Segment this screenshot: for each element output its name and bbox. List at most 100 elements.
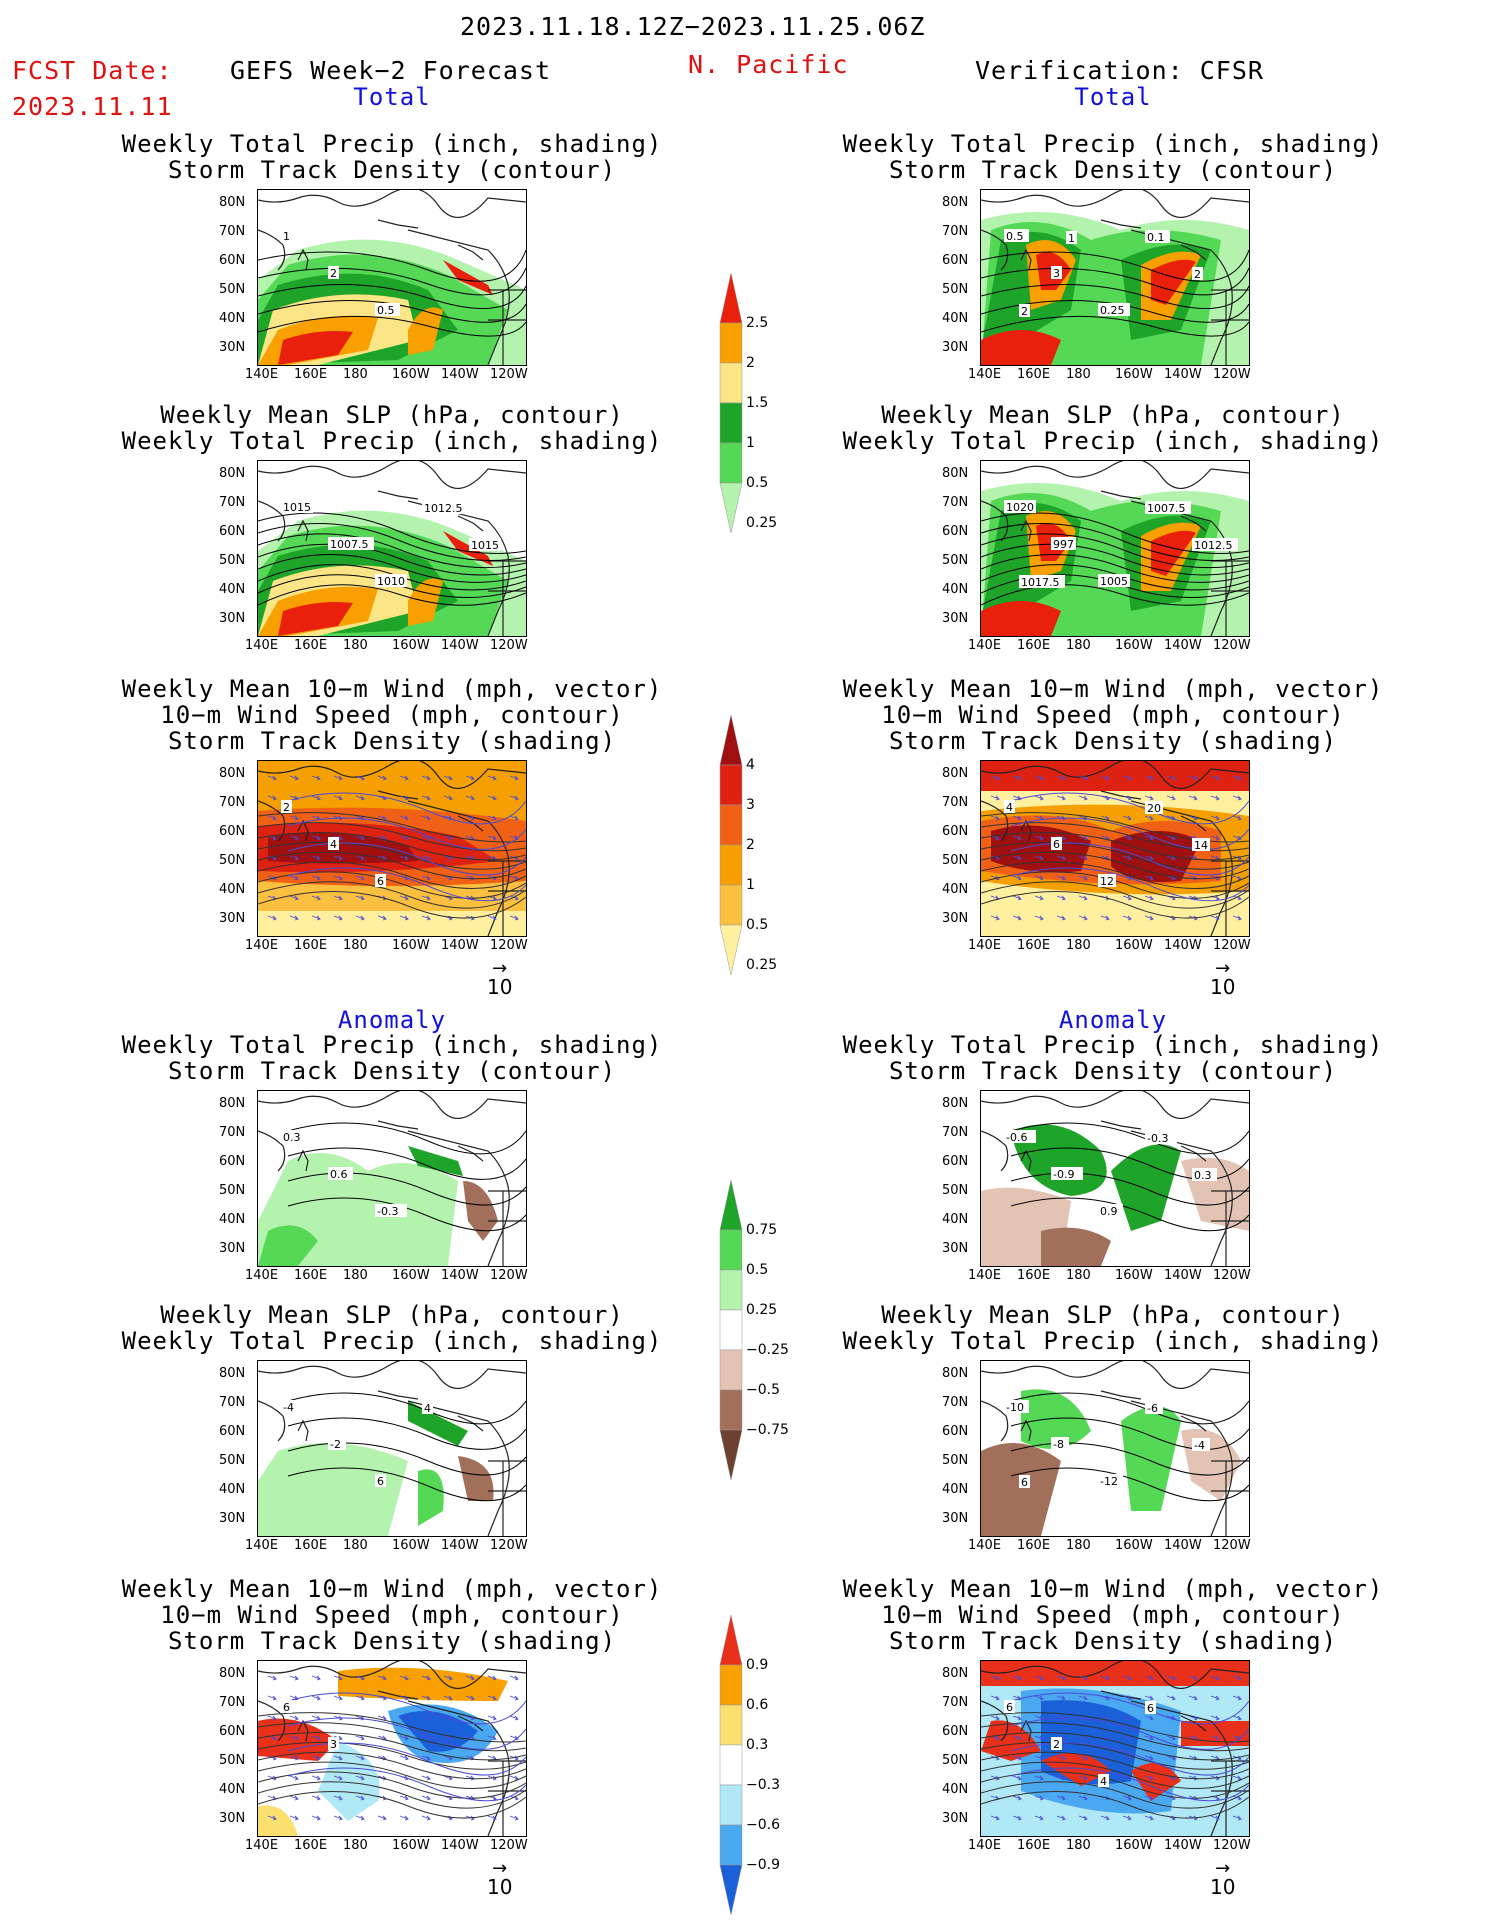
contour-label: 1015 bbox=[471, 539, 499, 552]
contour-line bbox=[258, 512, 526, 554]
wind-vector-arrow bbox=[1034, 1695, 1044, 1701]
contour-line bbox=[981, 871, 1249, 899]
latitude-tick-label: 80N bbox=[219, 1366, 246, 1381]
contour-line bbox=[258, 1751, 526, 1780]
wind-vector-arrow bbox=[990, 815, 1000, 821]
latitude-tick-label: 50N bbox=[219, 1753, 246, 1768]
contour-line bbox=[258, 533, 526, 569]
wind-vector-arrow bbox=[487, 835, 497, 841]
contour-label-bg bbox=[281, 1400, 299, 1413]
wind-vector-arrow bbox=[1188, 1715, 1198, 1721]
wind-vector-arrow bbox=[333, 1755, 343, 1761]
wind-vector-arrow bbox=[1122, 1715, 1132, 1721]
wind-vector-arrow bbox=[487, 915, 497, 921]
longitude-tick-label: 120W bbox=[1213, 367, 1251, 382]
contour-label: 0.6 bbox=[330, 1168, 348, 1181]
wind-vector-arrow bbox=[1122, 1755, 1132, 1761]
latitude-tick-label: 50N bbox=[942, 282, 969, 297]
map-canvas-vf-total_wind: 4 6 12 20 14 bbox=[981, 761, 1249, 936]
colorbar-segment bbox=[719, 804, 743, 846]
section-heading-anomaly-forecast: Anomaly bbox=[337, 1006, 447, 1034]
wind-vector-arrow bbox=[1144, 855, 1154, 861]
longitude-tick-label: 120W bbox=[490, 1268, 528, 1283]
longitude-tick-label: 180 bbox=[343, 938, 368, 953]
wind-vector-arrow bbox=[1122, 1675, 1132, 1681]
contour-line bbox=[981, 861, 1249, 889]
contour-line bbox=[981, 533, 1249, 569]
panel-title-vf-4-line-2: Storm Track Density (contour) bbox=[888, 1057, 1338, 1085]
latitude-tick-label: 80N bbox=[942, 766, 969, 781]
map-fp-total_wind: 2 4 6 bbox=[257, 760, 527, 937]
wind-vector-arrow bbox=[1122, 1795, 1132, 1801]
wind-vector-arrow bbox=[1100, 915, 1110, 921]
latitude-tick-label: 60N bbox=[942, 1724, 969, 1739]
contour-label-bg bbox=[328, 837, 339, 850]
longitude-tick-label: 160W bbox=[1115, 1538, 1153, 1553]
coastline bbox=[377, 1690, 419, 1700]
shading-region bbox=[981, 1720, 1041, 1761]
latitude-tick-label: 40N bbox=[219, 582, 246, 597]
shading-region bbox=[1111, 831, 1201, 882]
latitude-tick-label: 70N bbox=[942, 795, 969, 810]
contour-line bbox=[981, 841, 1249, 870]
colorbar-segment bbox=[719, 1269, 743, 1311]
latitude-tick-label: 80N bbox=[942, 466, 969, 481]
map-canvas-vf-anom_wind: 6 2 4 6 bbox=[981, 1661, 1249, 1836]
wind-vector-arrow bbox=[267, 915, 277, 921]
wind-vector-arrow bbox=[333, 1815, 343, 1821]
wind-vector-arrow bbox=[421, 875, 431, 881]
wind-vector-arrow bbox=[1012, 1735, 1022, 1741]
wind-vector-arrow bbox=[990, 795, 1000, 801]
longitude-tick-label: 140E bbox=[968, 367, 1002, 382]
wind-vector-arrow bbox=[1034, 1755, 1044, 1761]
panel-title-fp-4-line-2: Storm Track Density (contour) bbox=[167, 1057, 617, 1085]
wind-vector-arrow bbox=[311, 1675, 321, 1681]
map-canvas-fp-anom_slp: -4 -2 6 4 bbox=[258, 1361, 526, 1536]
colorbar-segment bbox=[719, 1349, 743, 1391]
wind-vector-arrow bbox=[1122, 1695, 1132, 1701]
contour-label: -2 bbox=[330, 1438, 341, 1451]
map-vf-anom_wind: 6 2 4 6 bbox=[980, 1660, 1250, 1837]
latitude-tick-label: 50N bbox=[219, 282, 246, 297]
longitude-tick-label: 120W bbox=[1213, 638, 1251, 653]
wind-vector-arrow bbox=[377, 1815, 387, 1821]
colorbar-tick-label: −0.9 bbox=[746, 1857, 780, 1873]
wind-vector-arrow bbox=[1210, 1815, 1220, 1821]
wind-vector-arrow bbox=[1144, 1775, 1154, 1781]
forecast-period: 2023.11.18.12Z−2023.11.25.06Z bbox=[460, 12, 926, 41]
longitude-tick-label: 160W bbox=[392, 1838, 430, 1853]
wind-vector-arrow bbox=[421, 1695, 431, 1701]
latitude-tick-label: 40N bbox=[942, 582, 969, 597]
contour-label-bg bbox=[281, 800, 292, 813]
contour-label-bg bbox=[1004, 1700, 1015, 1713]
contour-line bbox=[287, 1742, 526, 1776]
contour-line bbox=[981, 284, 1249, 309]
panel-title-fp-6-line-3: Storm Track Density (shading) bbox=[167, 1627, 617, 1655]
coastline bbox=[377, 1390, 419, 1400]
vector-reference-arrow-icon: → bbox=[1215, 1858, 1231, 1879]
wind-vector-arrow bbox=[1100, 775, 1110, 781]
wind-vector-reference: → 10 bbox=[1210, 960, 1235, 998]
wind-vector-arrow bbox=[421, 1795, 431, 1801]
longitude-tick-label: 160W bbox=[392, 638, 430, 653]
colorbar-segment bbox=[719, 1784, 743, 1826]
wind-vector-arrow bbox=[1188, 815, 1198, 821]
longitude-tick-label: 140E bbox=[245, 1538, 279, 1553]
shading-region bbox=[443, 531, 493, 566]
wind-vector-arrow bbox=[1034, 835, 1044, 841]
wind-vector-arrow bbox=[311, 835, 321, 841]
contour-label-bg bbox=[375, 574, 407, 587]
colorbar-segment bbox=[719, 1429, 743, 1481]
wind-vector-arrow bbox=[267, 775, 277, 781]
wind-vector-arrow bbox=[1056, 1675, 1066, 1681]
contour-line bbox=[287, 1417, 526, 1450]
wind-vector-arrow bbox=[311, 795, 321, 801]
latitude-tick-label: 30N bbox=[942, 1811, 969, 1826]
longitude-tick-label: 140W bbox=[1164, 1838, 1202, 1853]
latitude-tick-label: 50N bbox=[942, 1753, 969, 1768]
contour-line bbox=[258, 300, 526, 323]
wind-vector-arrow bbox=[1012, 1775, 1022, 1781]
colorbar-tick-label: 1 bbox=[746, 877, 755, 893]
contour-label: 1 bbox=[1068, 232, 1075, 245]
contour-line bbox=[258, 881, 526, 909]
